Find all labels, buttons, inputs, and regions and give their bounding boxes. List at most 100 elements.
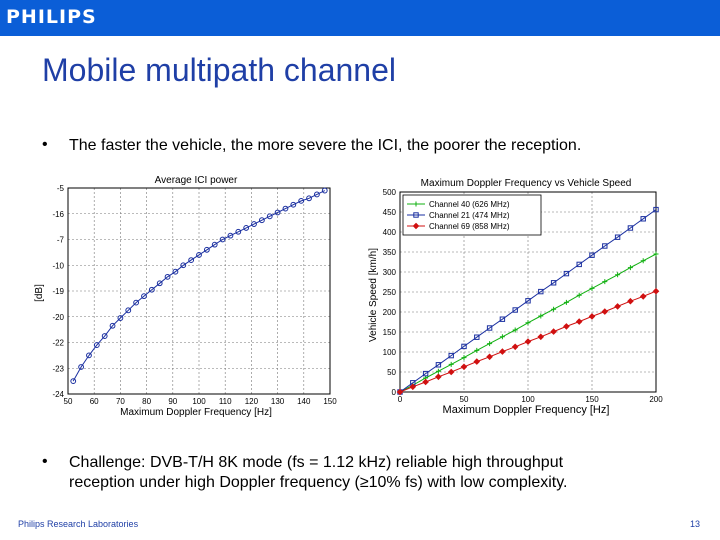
data-point <box>412 222 420 230</box>
x-tick-label: 100 <box>521 395 535 404</box>
data-point <box>413 212 419 218</box>
data-point <box>576 261 582 268</box>
data-point <box>172 268 179 275</box>
data-point <box>615 272 621 278</box>
y-tick-label: 100 <box>383 348 397 357</box>
philips-logo: PHILIPS <box>6 6 97 28</box>
data-point <box>499 316 506 322</box>
data-point <box>78 364 84 370</box>
data-point <box>487 341 493 347</box>
data-point <box>243 225 250 231</box>
legend-entry: Channel 40 (626 MHz) <box>429 200 510 209</box>
data-point <box>461 355 467 361</box>
data-point <box>588 313 596 320</box>
plot-frame <box>67 187 331 395</box>
chart-title: Maximum Doppler Frequency vs Vehicle Spe… <box>421 178 632 189</box>
data-point <box>306 195 312 202</box>
data-point <box>251 221 257 227</box>
data-point <box>652 287 660 295</box>
data-point <box>551 306 557 312</box>
y-tick-label: 450 <box>383 208 397 217</box>
x-tick-label: 80 <box>142 397 151 406</box>
data-point <box>266 213 273 220</box>
data-point <box>447 368 455 376</box>
data-point <box>538 313 544 319</box>
data-point <box>601 308 609 315</box>
x-tick-label: 150 <box>585 395 599 404</box>
data-point <box>227 232 234 239</box>
data-point <box>639 293 647 300</box>
data-point <box>602 279 608 285</box>
y-tick-label: 400 <box>383 228 397 237</box>
data-point <box>486 353 493 361</box>
data-point <box>196 252 202 258</box>
y-axis-label: Vehicle Speed [km/h] <box>368 248 379 342</box>
tick-labels: 50 60 70 80 90 100 110 120 130 140 150 -5 -16 -7 -10 -1… <box>52 184 337 406</box>
data-point <box>125 307 132 314</box>
data-point <box>653 251 659 257</box>
data-point <box>511 343 519 351</box>
bullet-marker: • <box>42 453 48 470</box>
data-point <box>499 348 506 355</box>
data-point <box>180 262 187 269</box>
data-point <box>627 297 634 305</box>
y-tick-label: -20 <box>52 313 64 322</box>
data-point <box>448 361 454 367</box>
data-point <box>409 383 417 391</box>
data-point <box>148 286 155 293</box>
series-layer <box>70 187 328 385</box>
data-point <box>602 243 608 249</box>
page-number: 13 <box>690 519 701 529</box>
data-point <box>86 352 92 359</box>
data-point <box>298 197 305 204</box>
data-point <box>550 328 557 335</box>
chart-title: Average ICI power <box>155 175 238 186</box>
y-tick-label: -19 <box>52 287 64 296</box>
x-tick-label: 120 <box>245 397 259 406</box>
data-point <box>550 280 557 286</box>
bullet-text: The faster the vehicle, the more severe … <box>69 136 581 156</box>
data-point <box>525 298 531 304</box>
data-point <box>524 338 532 345</box>
data-point <box>435 373 442 381</box>
y-tick-label: -16 <box>52 210 64 219</box>
data-point <box>575 318 583 325</box>
data-point <box>422 370 429 377</box>
data-point <box>640 216 646 222</box>
data-point <box>396 388 404 396</box>
data-point <box>512 327 518 333</box>
data-point <box>93 342 100 348</box>
data-point <box>653 206 659 213</box>
x-tick-label: 110 <box>219 397 232 406</box>
y-tick-label: 500 <box>383 188 397 197</box>
bullet-marker: • <box>42 136 48 153</box>
data-point <box>413 201 419 207</box>
data-point <box>235 228 242 235</box>
bullet-line: Challenge: DVB-T/H 8K mode (fs = 1.12 kH… <box>69 454 564 471</box>
data-point <box>274 209 281 216</box>
y-tick-label: -10 <box>52 261 64 270</box>
bullet-line: The faster the vehicle, the more severe … <box>69 137 582 154</box>
brand-header-bar: PHILIPS <box>0 0 720 36</box>
data-point <box>537 333 545 341</box>
y-tick-label: 300 <box>383 268 397 277</box>
series-line <box>72 190 326 382</box>
legend-entry: Channel 69 (858 MHz) <box>429 222 510 231</box>
x-axis-label: Maximum Doppler Frequency [Hz] <box>120 407 272 418</box>
data-point <box>589 285 595 291</box>
x-tick-label: 140 <box>297 397 311 406</box>
data-point <box>435 368 441 374</box>
tick-labels: 0 50 100 150 200 0 50 100 150 200 250 300 350 400 450 5… <box>383 188 664 404</box>
x-tick-label: 50 <box>460 395 469 404</box>
chart-grid <box>67 187 331 395</box>
data-point <box>512 307 518 313</box>
y-tick-label: 50 <box>387 368 396 377</box>
data-point <box>627 265 633 271</box>
x-tick-label: 100 <box>192 397 206 406</box>
y-tick-label: 250 <box>383 288 397 297</box>
data-point <box>156 280 163 287</box>
x-tick-label: 90 <box>168 397 177 406</box>
x-tick-label: 60 <box>90 397 99 406</box>
data-point <box>188 257 195 263</box>
data-point <box>614 303 621 310</box>
